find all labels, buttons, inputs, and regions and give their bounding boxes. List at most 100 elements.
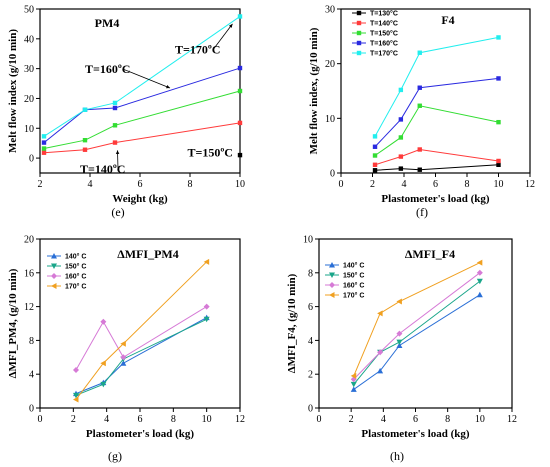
data-point bbox=[112, 140, 118, 145]
legend-label: 160° C bbox=[65, 273, 86, 281]
chart-panel-f: 0 2 4 6 8 10 12 0 10 20 30 Plastometer's load (kg) M… bbox=[308, 5, 535, 220]
y-tick-label: 0 bbox=[29, 154, 34, 165]
series-3 bbox=[73, 303, 210, 373]
legend-label: T=130°C bbox=[370, 10, 398, 18]
x-tick-label: 4 bbox=[88, 179, 93, 190]
x-tick-label: 0 bbox=[317, 414, 322, 425]
data-point bbox=[496, 119, 501, 125]
x-axis-label: Plastometer's load (kg) bbox=[381, 193, 489, 205]
series-line bbox=[75, 306, 207, 371]
series-2 bbox=[372, 147, 501, 167]
arrow-head bbox=[115, 150, 120, 154]
data-point bbox=[73, 366, 79, 373]
series-2 bbox=[350, 278, 483, 388]
y-tick-label: 0 bbox=[29, 404, 34, 415]
data-point bbox=[496, 162, 501, 167]
data-point bbox=[350, 372, 357, 379]
legend-entry: 160° C bbox=[325, 282, 364, 290]
data-point bbox=[203, 303, 210, 310]
series-line bbox=[353, 280, 481, 385]
y-tick-label: 8 bbox=[29, 336, 34, 347]
legend-label: 170° C bbox=[65, 283, 86, 291]
y-tick-label: 10 bbox=[303, 235, 313, 246]
data-point bbox=[396, 342, 403, 348]
data-point bbox=[112, 100, 118, 106]
x-tick-label: 2 bbox=[370, 179, 375, 190]
data-point bbox=[417, 167, 422, 172]
y-tick-label: 20 bbox=[325, 59, 335, 70]
y-tick-label: 6 bbox=[308, 302, 313, 313]
data-point bbox=[396, 330, 403, 337]
x-tick-label: 8 bbox=[445, 414, 450, 425]
y-tick-label: 20 bbox=[24, 94, 34, 105]
legend-entry: 140° C bbox=[47, 253, 86, 261]
panel-caption: (g) bbox=[108, 449, 122, 463]
data-point bbox=[203, 258, 210, 265]
legend-marker bbox=[356, 10, 362, 16]
legend-marker bbox=[51, 253, 57, 259]
data-point bbox=[82, 107, 88, 112]
data-point bbox=[396, 339, 403, 346]
series-line bbox=[43, 67, 241, 143]
annotation-label: T=150ºC bbox=[188, 146, 233, 160]
data-point bbox=[120, 340, 126, 347]
legend-label: 140° C bbox=[65, 253, 86, 261]
y-axis-label: ΔMFI_F4, (g/10 min) bbox=[286, 273, 298, 373]
y-tick-label: 0 bbox=[330, 169, 335, 180]
series-3 bbox=[41, 65, 243, 145]
data-point bbox=[350, 386, 357, 392]
series-line bbox=[353, 294, 481, 390]
x-tick-label: 12 bbox=[235, 414, 245, 425]
series-3 bbox=[372, 103, 501, 158]
legend-marker bbox=[329, 282, 335, 288]
y-tick-label: 30 bbox=[24, 64, 34, 75]
y-tick-label: 40 bbox=[24, 34, 34, 45]
series-line bbox=[353, 272, 481, 380]
series-4 bbox=[73, 258, 210, 403]
data-point bbox=[41, 146, 47, 151]
legend-marker bbox=[329, 272, 335, 278]
x-tick-label: 4 bbox=[104, 414, 109, 425]
series-2 bbox=[41, 88, 243, 151]
x-tick-label: 4 bbox=[381, 414, 386, 425]
annotation-arrow bbox=[212, 23, 233, 50]
x-tick-label: 6 bbox=[413, 414, 418, 425]
legend-label: 160° C bbox=[343, 282, 364, 290]
data-point bbox=[100, 381, 107, 388]
data-point bbox=[73, 392, 79, 399]
series-line bbox=[374, 36, 499, 137]
data-point bbox=[476, 269, 483, 276]
x-tick-label: 10 bbox=[494, 179, 504, 190]
series-4 bbox=[350, 259, 483, 379]
series-line bbox=[43, 90, 241, 150]
legend-label: 150° C bbox=[65, 263, 86, 271]
legend-label: T=140°C bbox=[370, 20, 398, 28]
chart-title: F4 bbox=[441, 13, 454, 27]
x-tick-label: 12 bbox=[507, 414, 517, 425]
data-point bbox=[237, 88, 243, 94]
data-point bbox=[417, 103, 422, 108]
chart-panel-g: 0 2 4 6 8 10 12 0 4 8 12 16 20 Plastometer's load (kg… bbox=[7, 235, 245, 464]
x-tick-label: 2 bbox=[71, 414, 76, 425]
panel-caption: (e) bbox=[111, 205, 124, 219]
legend-marker bbox=[329, 262, 335, 268]
x-tick-label: 8 bbox=[465, 179, 470, 190]
data-point bbox=[237, 14, 243, 19]
x-axis-label: Weight (kg) bbox=[112, 193, 168, 205]
x-axis-label: Plastometer's load (kg) bbox=[361, 428, 469, 440]
legend-marker bbox=[51, 283, 57, 289]
data-point bbox=[496, 35, 501, 40]
data-point bbox=[237, 65, 243, 71]
annotation-label: T=140ºC bbox=[80, 162, 125, 176]
x-tick-label: 6 bbox=[138, 179, 143, 190]
x-tick-label: 6 bbox=[138, 414, 143, 425]
y-tick-label: 4 bbox=[29, 370, 34, 381]
series-line bbox=[75, 261, 208, 400]
data-point bbox=[398, 87, 404, 93]
legend-label: 170° C bbox=[343, 292, 364, 300]
arrow-head bbox=[228, 23, 233, 28]
y-tick-label: 16 bbox=[24, 268, 34, 279]
series-line bbox=[43, 16, 241, 137]
data-point bbox=[398, 117, 404, 122]
data-point bbox=[398, 166, 404, 171]
